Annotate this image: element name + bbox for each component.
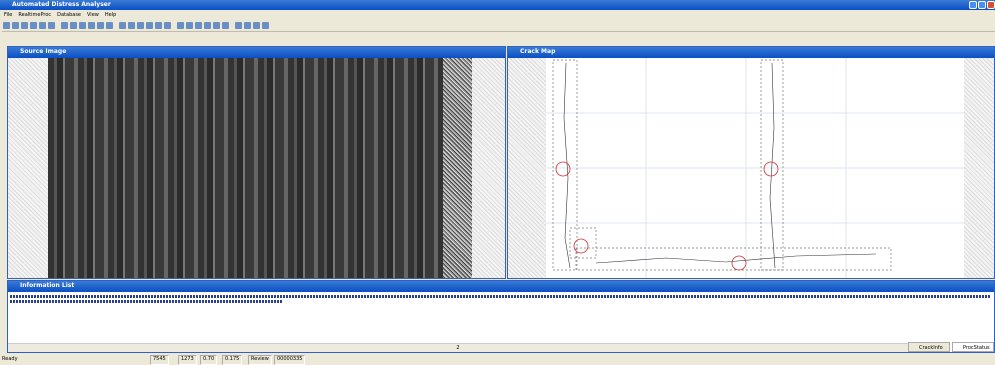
menu-bar: File RealtimeProc Database View Help [4,10,122,20]
source-image-panel: Source Image [7,46,506,279]
menu-item[interactable]: Help [105,12,116,18]
menu-item[interactable]: View [87,12,99,18]
list-row [10,295,990,298]
toolbar-button[interactable] [119,22,126,29]
maximize-button[interactable] [978,1,986,9]
toolbar-button[interactable] [48,22,55,29]
toolbar-button[interactable] [88,22,95,29]
scrollbar[interactable]: 2 [8,343,908,352]
toolbar-button[interactable] [177,22,184,29]
toolbar-button[interactable] [128,22,135,29]
menu-item[interactable]: Database [57,12,81,18]
minimize-button[interactable] [969,1,977,9]
toolbar-button[interactable] [244,22,251,29]
crack-map-panel: Crack Map [507,46,995,279]
menu-item[interactable]: RealtimeProc [18,12,51,18]
app-window: Automated Distress Analyser File Realtime… [0,0,995,364]
panel-title-bar: Source Image [8,47,505,58]
crack-map[interactable] [546,58,964,278]
window-title: Automated Distress Analyser [12,1,111,8]
close-button[interactable] [987,1,995,9]
tab[interactable]: CrackInfo [908,342,950,352]
toolbar-button[interactable] [204,22,211,29]
toolbar-button[interactable] [235,22,242,29]
menu-item[interactable]: File [4,12,12,18]
page-number: 2 [456,345,459,351]
panel-title: Source Image [20,48,66,55]
title-bar: Automated Distress Analyser [0,0,995,10]
pavement-image[interactable] [48,58,472,278]
panel-title: Crack Map [520,48,555,55]
panel-title: Information List [20,282,74,289]
toolbar-button[interactable] [70,22,77,29]
toolbar-button[interactable] [262,22,269,29]
margin [508,58,546,278]
status-field: Ready [2,355,18,363]
toolbar-button[interactable] [155,22,162,29]
toolbar-button[interactable] [137,22,144,29]
toolbar-button[interactable] [12,22,19,29]
toolbar [2,20,995,32]
margin [964,58,994,278]
toolbar-button[interactable] [146,22,153,29]
panel-title-bar: Crack Map [508,47,994,58]
toolbar-button[interactable] [213,22,220,29]
toolbar-button[interactable] [39,22,46,29]
toolbar-button[interactable] [97,22,104,29]
toolbar-button[interactable] [195,22,202,29]
toolbar-button[interactable] [253,22,260,29]
margin [8,58,48,278]
toolbar-button[interactable] [164,22,171,29]
toolbar-button[interactable] [186,22,193,29]
image-edge [443,58,472,278]
toolbar-button[interactable] [3,22,10,29]
toolbar-button[interactable] [222,22,229,29]
toolbar-button[interactable] [79,22,86,29]
toolbar-button[interactable] [61,22,68,29]
toolbar-button[interactable] [106,22,113,29]
toolbar-button[interactable] [30,22,37,29]
toolbar-button[interactable] [21,22,28,29]
list-row [10,300,282,303]
panel-title-bar: Information List [8,281,994,292]
tab[interactable]: ProcStatus [952,342,994,352]
margin [472,58,505,278]
